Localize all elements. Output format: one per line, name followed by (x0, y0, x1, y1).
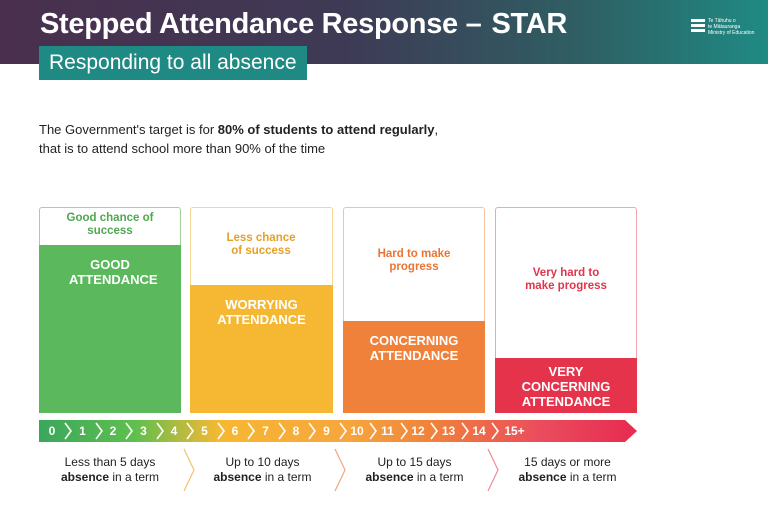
title-emphasis: STAR (491, 8, 568, 40)
axis-tick-3: 3 (140, 424, 147, 438)
footer-chevron-icon (334, 448, 346, 492)
footer-chevron-icon (183, 448, 195, 492)
axis-chevron-icon (247, 422, 255, 440)
bar-concerning-attendance: CONCERNING ATTENDANCE (343, 321, 485, 413)
intro-line-1: The Government's target is for 80% of st… (39, 122, 439, 137)
axis-tick-6: 6 (231, 424, 239, 438)
absence-days-axis: 0 1 2 3 4 5 6 7 8 9 10 11 12 13 14 15+ (0, 420, 768, 442)
axis-tick-4: 4 (170, 424, 178, 438)
axis-chevron-icon (460, 422, 469, 440)
axis-tick-0: 0 (48, 424, 56, 438)
axis-tick-11: 11 (381, 424, 394, 438)
footer-good: Less than 5 days absence in a term (60, 455, 160, 484)
ministry-logo: Te Tāhuhu o te Mātauranga Ministry of Ed… (691, 18, 754, 40)
logo-mark-icon (691, 19, 705, 33)
axis-chevron-icon (430, 422, 438, 440)
axis-tick-12: 12 (411, 424, 425, 438)
axis-chevron-icon (491, 422, 499, 440)
bar-good-attendance: GOOD ATTENDANCE (39, 245, 181, 413)
axis-chevron-icon (399, 422, 408, 440)
page-title: Stepped Attendance Response – STAR (40, 8, 567, 41)
axis-chevron-icon (338, 422, 347, 440)
axis-tick-10: 10 (350, 424, 364, 438)
chance-worrying: Less chance of success (226, 232, 296, 257)
axis-tick-2: 2 (109, 424, 117, 438)
intro-target-bold: 80% of students to attend regularly (217, 122, 435, 137)
axis-tick-1: 1 (79, 424, 86, 438)
chance-concerning: Hard to make progress (377, 248, 451, 273)
bar-worrying-attendance: WORRYING ATTENDANCE (190, 285, 333, 413)
axis-chevron-icon (64, 422, 72, 440)
column-concerning-outline (343, 207, 485, 413)
axis-tick-13: 13 (441, 424, 456, 438)
footer-very-concerning: 15 days or more absence in a term (518, 455, 617, 484)
axis-chevron-icon (216, 422, 225, 440)
page-subtitle: Responding to all absence (39, 46, 307, 80)
axis-chevron-icon (94, 422, 103, 440)
axis-tick-8: 8 (292, 424, 300, 438)
axis-tick-7: 7 (262, 424, 269, 438)
axis-tick-14: 14 (472, 424, 486, 438)
intro-text: The Government's target is for 80% of st… (39, 120, 519, 158)
footer-chevron-icon (487, 448, 499, 492)
column-very-concerning-outline (495, 207, 637, 413)
axis-chevron-icon (155, 422, 164, 440)
axis-tick-5: 5 (201, 424, 208, 438)
logo-text: Te Tāhuhu o te Mātauranga Ministry of Ed… (708, 18, 755, 36)
footer-worrying: Up to 10 days absence in a term (213, 455, 312, 484)
axis-tick-9: 9 (323, 424, 330, 438)
intro-line-2: that is to attend school more than 90% o… (39, 141, 326, 156)
axis-chevron-icon (308, 422, 316, 440)
axis-chevron-icon (125, 422, 133, 440)
axis-chevron-icon (277, 422, 286, 440)
axis-chevron-icon (369, 422, 377, 440)
axis-tick-15: 15+ (504, 424, 525, 438)
chance-very-concerning: Very hard to make progress (525, 267, 607, 292)
axis-chevron-icon (186, 422, 194, 440)
chance-good: Good chance of success (66, 212, 154, 237)
bar-very-concerning-attendance: VERY CONCERNING ATTENDANCE (495, 358, 637, 413)
title-text: Stepped Attendance Response – (40, 8, 482, 40)
footer-concerning: Up to 15 days absence in a term (365, 455, 464, 484)
